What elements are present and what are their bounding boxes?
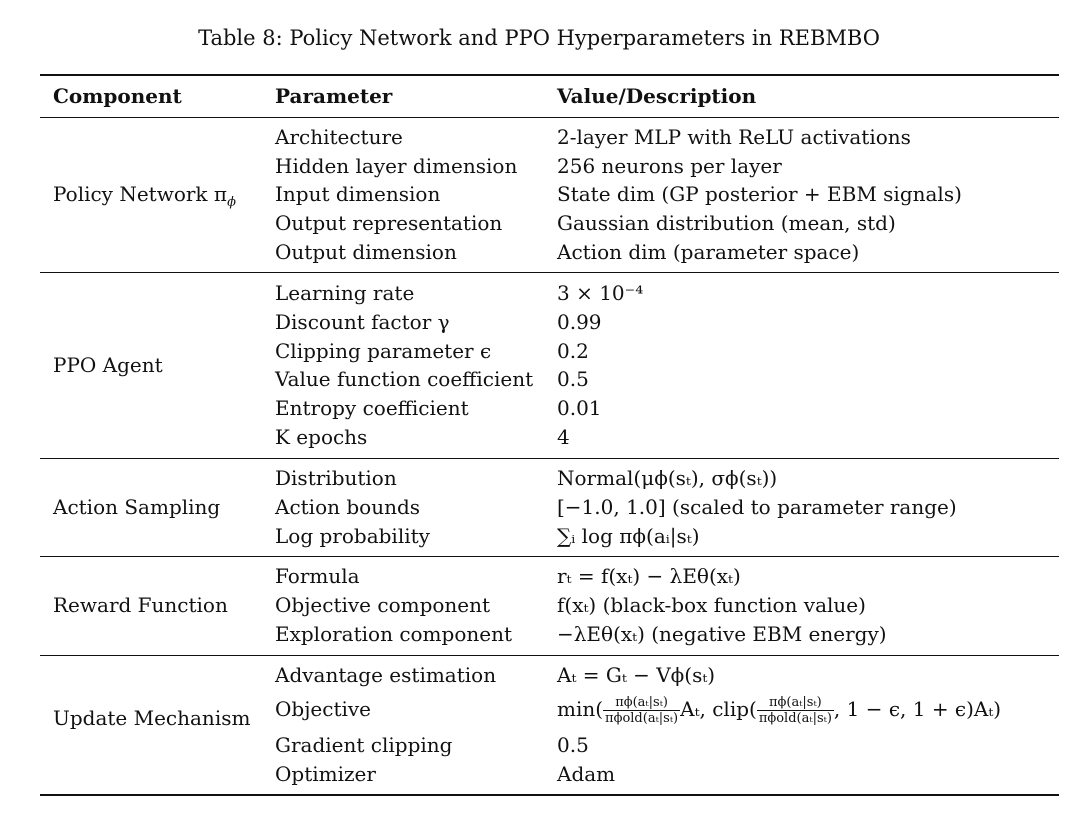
value-cell: Action dim (parameter space) bbox=[557, 240, 860, 264]
value-cell: Aₜ = Gₜ − Vϕ(sₜ) bbox=[557, 663, 716, 687]
group-rule bbox=[40, 556, 1059, 557]
group-rule bbox=[40, 458, 1059, 459]
header-rule bbox=[40, 117, 1059, 118]
group-rule bbox=[40, 272, 1059, 273]
value-cell: ∑ᵢ log πϕ(aᵢ|sₜ) bbox=[557, 524, 700, 548]
group-rule bbox=[40, 655, 1059, 656]
value-cell: Normal(μϕ(sₜ), σϕ(sₜ)) bbox=[557, 466, 778, 490]
value-cell: 0.01 bbox=[557, 396, 602, 420]
table-caption: Table 8: Policy Network and PPO Hyperpar… bbox=[198, 26, 880, 50]
parameter-cell: Value function coefficient bbox=[275, 367, 534, 391]
header-component: Component bbox=[53, 84, 182, 108]
parameter-cell: Objective bbox=[275, 697, 372, 721]
parameter-cell: Entropy coefficient bbox=[275, 396, 469, 420]
parameter-cell: Formula bbox=[275, 564, 360, 588]
parameter-cell: Distribution bbox=[275, 466, 397, 490]
value-cell: rₜ = f(xₜ) − λEθ(xₜ) bbox=[557, 564, 741, 588]
parameter-cell: Optimizer bbox=[275, 762, 376, 786]
parameter-cell: Clipping parameter ϵ bbox=[275, 339, 492, 363]
component-label: Reward Function bbox=[53, 593, 228, 617]
header-value: Value/Description bbox=[557, 84, 757, 108]
value-cell: 0.99 bbox=[557, 310, 602, 334]
parameter-cell: Exploration component bbox=[275, 622, 513, 646]
value-cell: 2-layer MLP with ReLU activations bbox=[557, 125, 911, 149]
parameter-cell: Output representation bbox=[275, 211, 503, 235]
value-cell: State dim (GP posterior + EBM signals) bbox=[557, 182, 962, 206]
parameter-cell: Input dimension bbox=[275, 182, 441, 206]
value-cell: f(xₜ) (black-box function value) bbox=[557, 593, 866, 617]
parameter-cell: Learning rate bbox=[275, 281, 415, 305]
value-cell: 4 bbox=[557, 425, 570, 449]
parameter-cell: Architecture bbox=[275, 125, 403, 149]
value-cell: 0.5 bbox=[557, 733, 589, 757]
parameter-cell: Advantage estimation bbox=[275, 663, 497, 687]
component-label: Action Sampling bbox=[53, 495, 221, 519]
parameter-cell: K epochs bbox=[275, 425, 368, 449]
objective-formula: min(πϕ(aₜ|sₜ) πϕold(aₜ|sₜ) Aₜ, clip(πϕ(aₜ|… bbox=[557, 695, 1002, 726]
parameter-cell: Discount factor γ bbox=[275, 310, 450, 334]
parameter-cell: Log probability bbox=[275, 524, 430, 548]
parameter-cell: Hidden layer dimension bbox=[275, 154, 518, 178]
bottom-rule bbox=[40, 794, 1059, 796]
value-cell: −λEθ(xₜ) (negative EBM energy) bbox=[557, 622, 887, 646]
header-parameter: Parameter bbox=[275, 84, 393, 108]
value-cell: Adam bbox=[557, 762, 616, 786]
component-label: Policy Network πϕ bbox=[53, 182, 236, 210]
value-cell: 0.5 bbox=[557, 367, 589, 391]
parameter-cell: Gradient clipping bbox=[275, 733, 453, 757]
value-cell: 0.2 bbox=[557, 339, 589, 363]
value-cell: 3 × 10⁻⁴ bbox=[557, 281, 644, 305]
parameter-cell: Action bounds bbox=[275, 495, 421, 519]
value-cell: Gaussian distribution (mean, std) bbox=[557, 211, 896, 235]
component-label: Update Mechanism bbox=[53, 706, 251, 730]
ratio-num-repeat: πϕ(aₜ|sₜ) bbox=[756, 695, 834, 711]
parameter-cell: Objective component bbox=[275, 593, 491, 617]
top-rule bbox=[40, 74, 1059, 76]
value-cell: 256 neurons per layer bbox=[557, 154, 782, 178]
component-label: PPO Agent bbox=[53, 353, 163, 377]
value-cell: [−1.0, 1.0] (scaled to parameter range) bbox=[557, 495, 957, 519]
parameter-cell: Output dimension bbox=[275, 240, 457, 264]
